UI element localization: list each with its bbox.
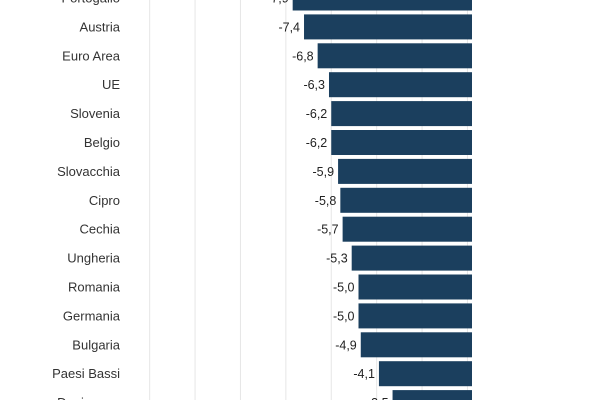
bar	[358, 274, 472, 300]
value-label: -4,1	[353, 367, 375, 381]
labels: Portogallo -7,9 Austria -7,4 Euro Area -6,8 UE…	[52, 0, 389, 400]
value-label: -5,9	[313, 165, 335, 179]
category-label: Euro Area	[62, 48, 121, 63]
value-label: -5,0	[333, 309, 355, 323]
value-label: -7,4	[278, 20, 300, 34]
category-label: Portogallo	[61, 0, 120, 6]
value-label: -4,9	[335, 338, 357, 352]
category-label: Bulgaria	[72, 337, 120, 352]
bar	[328, 72, 472, 98]
category-label: Ungheria	[67, 251, 121, 266]
category-label: Cechia	[80, 222, 121, 237]
category-label: Paesi Bassi	[52, 366, 120, 381]
value-label: -6,2	[306, 107, 328, 121]
category-label: Austria	[80, 19, 121, 34]
bars	[292, 0, 472, 400]
value-label: -6,8	[292, 49, 314, 63]
bar	[340, 187, 472, 213]
category-label: Cipro	[89, 193, 120, 208]
category-label: Germania	[63, 308, 121, 323]
value-label: -7,9	[267, 0, 289, 6]
category-label: Slovacchia	[57, 164, 121, 179]
value-label: -5,8	[315, 194, 337, 208]
value-label: -3,5	[367, 396, 389, 400]
bar	[331, 101, 472, 127]
value-label: -6,3	[303, 78, 325, 92]
bar	[317, 43, 472, 69]
bar	[351, 245, 472, 271]
value-label: -6,2	[306, 136, 328, 150]
bar	[304, 14, 472, 40]
category-label: Slovenia	[70, 106, 121, 121]
bar	[358, 303, 472, 329]
category-label: UE	[102, 77, 120, 92]
bar	[392, 390, 472, 400]
bar	[292, 0, 472, 11]
value-label: -5,0	[333, 281, 355, 295]
category-label: Belgio	[84, 135, 120, 150]
bar	[331, 130, 472, 155]
value-label: -5,7	[317, 223, 339, 237]
category-label: Romania	[68, 280, 121, 295]
bar	[342, 216, 472, 242]
bar	[378, 361, 472, 387]
bar	[360, 332, 472, 358]
bar	[338, 158, 472, 184]
category-label: Danimarca	[57, 395, 121, 400]
value-label: -5,3	[326, 252, 348, 266]
